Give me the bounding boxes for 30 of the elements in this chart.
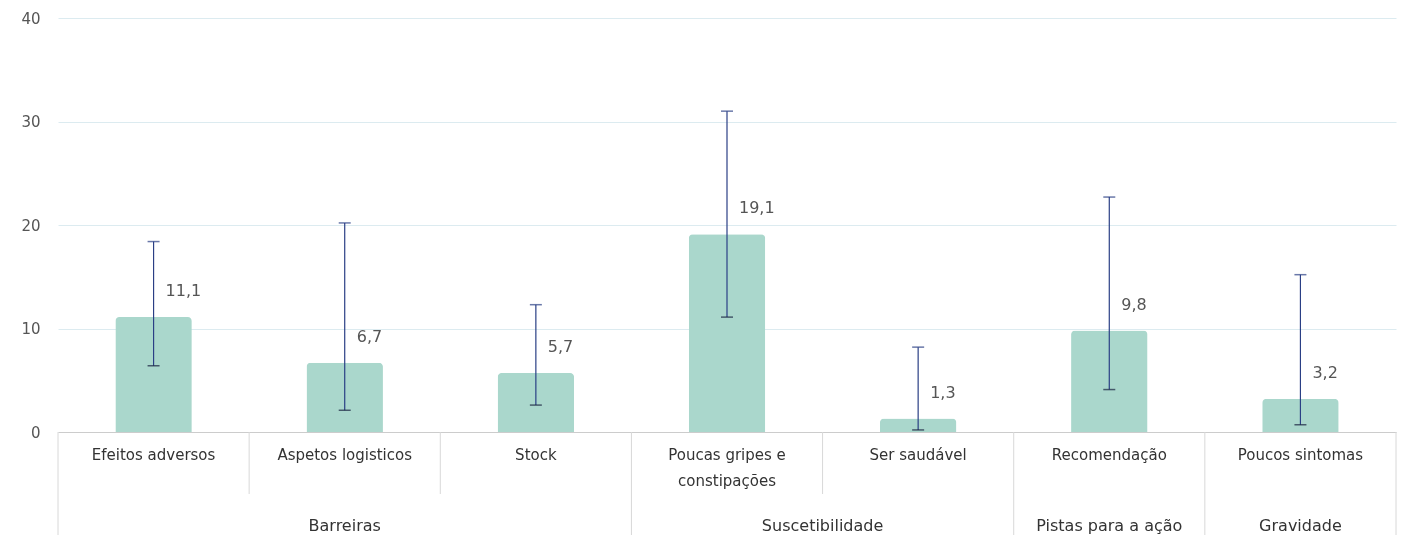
- data-label: 3,2: [1312, 362, 1338, 382]
- bar: [306, 362, 383, 432]
- data-label: 6,7: [356, 326, 383, 346]
- text: Suscetibilidade: [761, 516, 884, 535]
- data-label: 9,8: [1121, 294, 1147, 314]
- bar: [1262, 398, 1339, 432]
- data-label: 1,3: [930, 382, 956, 402]
- data-label: 5,7: [547, 337, 574, 357]
- x-tick-label: Poucas gripes e constipações: [668, 446, 786, 490]
- y-tick-label: 0: [30, 423, 41, 442]
- data-label: 19,1: [739, 198, 775, 218]
- bar: [688, 234, 766, 432]
- x-tick-label: Poucos sintomas: [1237, 446, 1364, 464]
- y-tick-label: 30: [21, 113, 41, 131]
- text: Gravidade: [1259, 516, 1342, 535]
- text: Pistas para a ação: [1036, 516, 1183, 535]
- bar: [1071, 330, 1148, 432]
- x-tick-label: Efeitos adversos: [91, 446, 216, 464]
- y-tick-label: 40: [21, 9, 41, 28]
- x-tick-label: Aspetos logisticos: [277, 446, 413, 464]
- x-tick-label: Stock: [515, 446, 557, 464]
- y-tick-label: 20: [21, 216, 41, 235]
- bar: [879, 418, 957, 432]
- x-tick-label: Recomendação: [1051, 446, 1167, 464]
- bar: [115, 317, 192, 432]
- x-tick-label: Ser saudável: [869, 446, 967, 464]
- text: Barreiras: [308, 516, 381, 535]
- bar: [497, 373, 575, 432]
- data-label: 11,1: [165, 281, 202, 301]
- y-tick-label: 10: [21, 320, 41, 338]
